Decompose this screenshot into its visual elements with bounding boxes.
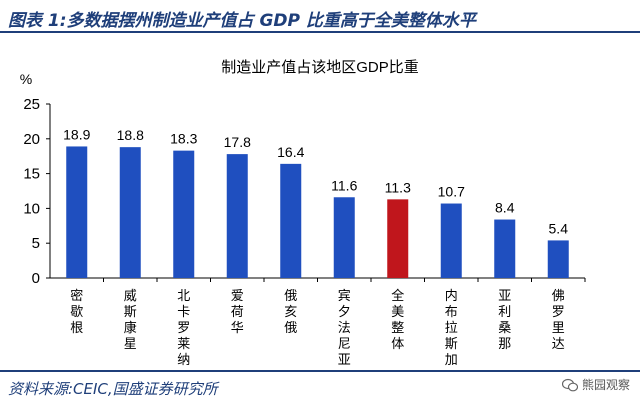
data-label: 11.3 [385,179,411,195]
y-axis-unit: % [20,71,32,87]
data-label: 18.8 [117,127,144,143]
figure-footer: 资料来源:CEIC,国盛证券研究所 [0,370,640,403]
bar-chart: 制造业产值占该地区GDP比重% 0 5 10 15 20 25 18.9 密歇根 18.8 威斯康星… [20,59,586,367]
bar [226,154,248,278]
data-label: 11.6 [331,177,357,193]
category-label: 俄亥俄 [284,288,297,335]
figure-header: 图表 1:多数据摆州制造业产值占 GDP 比重高于全美整体水平 [0,0,640,34]
bar [494,219,516,278]
category-label: 威斯康星 [124,288,137,351]
bar [173,150,195,278]
y-tick-label: 0 [32,270,40,287]
data-label: 18.9 [63,126,90,142]
chart-title: 制造业产值占该地区GDP比重 [221,59,419,76]
category-label: 佛罗里达 [552,288,565,351]
data-label: 5.4 [549,220,569,236]
wechat-icon [561,378,578,391]
bar [333,197,355,278]
source-note: 资料来源:CEIC,国盛证券研究所 [8,380,218,398]
y-tick-label: 25 [23,96,40,113]
data-label: 18.3 [170,131,197,147]
bar [547,240,569,278]
bar [280,163,302,278]
watermark-text: 熊园观察 [581,378,630,392]
data-label: 16.4 [277,144,304,160]
y-tick-label: 15 [23,166,40,183]
y-tick-label: 20 [23,131,40,148]
footer-rule [0,370,640,372]
data-label: 10.7 [438,184,465,200]
category-label: 内布拉斯加 [445,288,458,367]
category-label: 宾夕法尼亚 [338,288,351,367]
bar [119,147,141,278]
bar [440,203,462,278]
y-tick-label: 5 [32,235,40,252]
watermark: 熊园观察 [561,376,630,393]
bar [387,199,409,278]
bar [66,146,88,278]
data-label: 17.8 [224,134,251,150]
data-label: 8.4 [495,200,515,216]
category-label: 爱荷华 [231,288,244,335]
figure-title: 图表 1:多数据摆州制造业产值占 GDP 比重高于全美整体水平 [8,11,476,31]
category-label: 全美整体 [391,288,404,351]
header-rule [0,31,640,33]
category-label: 北卡罗莱纳 [177,288,190,367]
category-label: 密歇根 [70,288,83,335]
category-label: 亚利桑那 [498,288,511,351]
y-tick-label: 10 [23,200,40,217]
